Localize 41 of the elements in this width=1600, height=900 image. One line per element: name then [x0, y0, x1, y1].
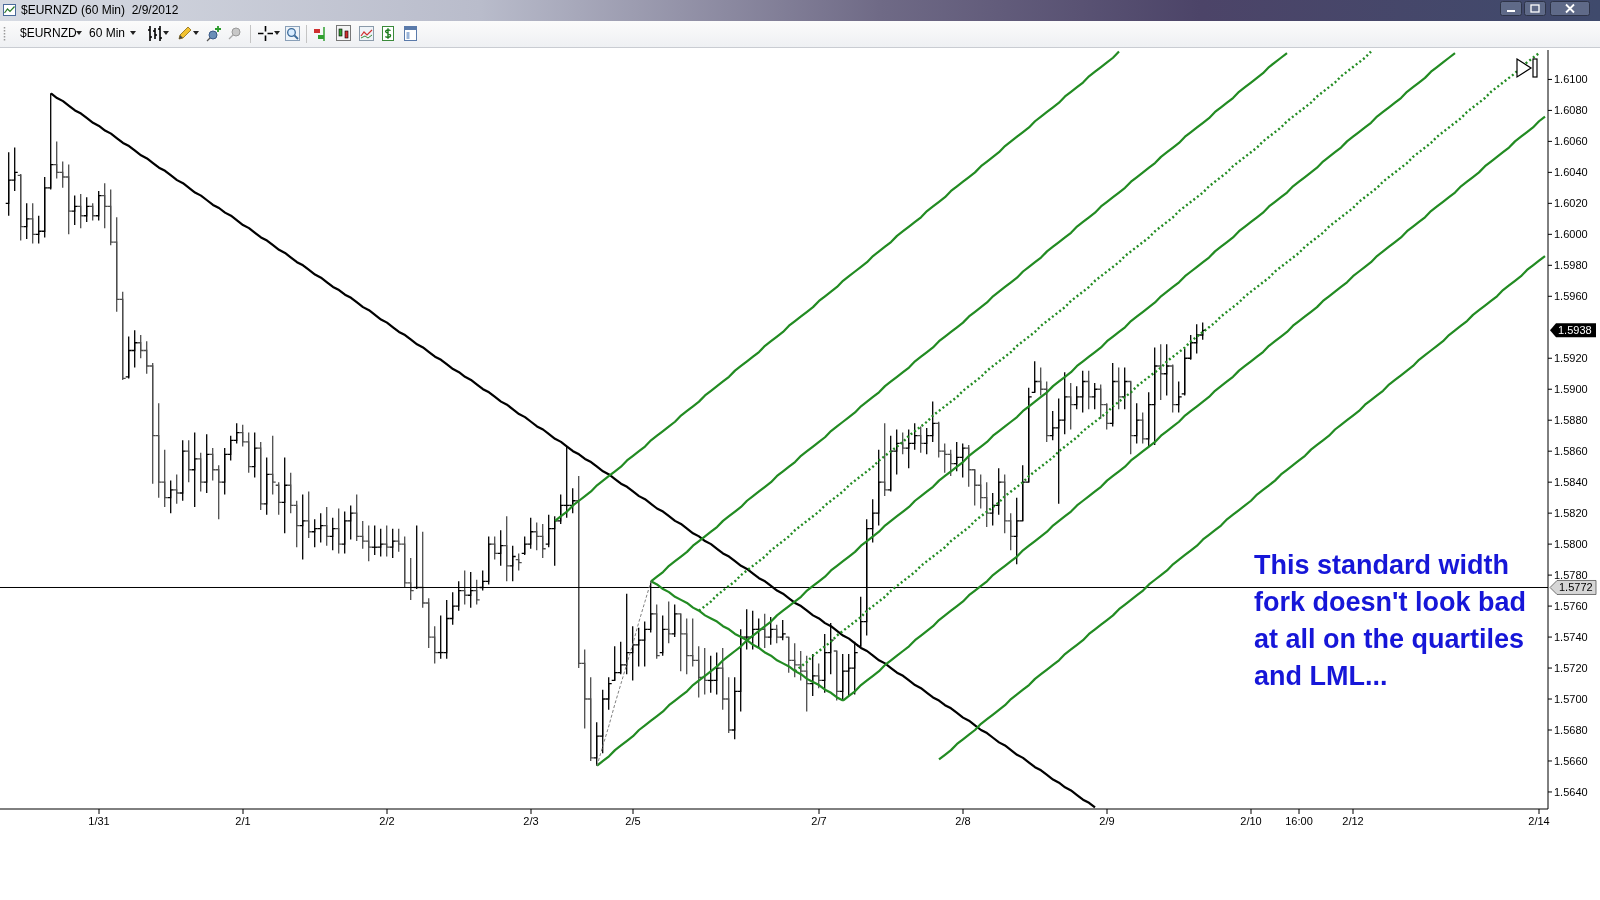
y-tick-label: 1.6000	[1554, 228, 1588, 241]
y-tick-label: 1.5860	[1554, 445, 1588, 458]
y-tick-label: 1.5700	[1554, 692, 1588, 705]
y-tick-label: 1.6100	[1554, 73, 1588, 86]
y-tick-label: 1.6060	[1554, 135, 1588, 148]
y-tick-label: 1.5920	[1554, 352, 1588, 365]
y-tick-label: 1.6020	[1554, 197, 1588, 210]
text: 1.5938	[1558, 324, 1592, 337]
x-tick-label: 2/7	[811, 815, 827, 827]
y-tick-label: 1.5640	[1554, 785, 1588, 798]
x-tick-label: 2/8	[955, 815, 971, 827]
x-tick-label: 2/3	[523, 815, 539, 827]
y-tick-label: 1.6040	[1554, 166, 1588, 179]
text: $EURNZD	[20, 26, 77, 41]
y-tick-label: 1.5960	[1554, 290, 1588, 303]
chart-title: $EURNZD (60 Min) 2/9/2012	[21, 3, 179, 17]
y-tick-label: 1.5800	[1554, 538, 1588, 551]
y-tick-label: 1.5720	[1554, 661, 1588, 674]
x-tick-label: 16:00	[1285, 815, 1313, 827]
annotation: This standard width fork doesn't look bad at all on the quartiles and LML...	[1254, 549, 1526, 693]
y-tick-label: 1.5780	[1554, 569, 1588, 582]
y-tick-label: 1.5740	[1554, 630, 1588, 643]
x-tick-label: 2/14	[1528, 815, 1550, 827]
y-tick-label: 1.5880	[1554, 414, 1588, 427]
y-tick-label: 1.5680	[1554, 723, 1588, 736]
y-tick-label: 1.6080	[1554, 104, 1588, 117]
x-tick-label: 2/1	[235, 815, 251, 827]
x-tick-label: 1/31	[88, 815, 110, 827]
x-tick-label: 2/10	[1240, 815, 1262, 827]
x-tick-label: 2/2	[379, 815, 395, 827]
x-tick-label: 2/5	[625, 815, 641, 827]
y-tick-label: 1.5900	[1554, 383, 1588, 396]
y-tick-label: 1.5820	[1554, 507, 1588, 520]
y-tick-label: 1.5660	[1554, 754, 1588, 767]
x-tick-label: 2/12	[1342, 815, 1364, 827]
ref-line-label: 1.5772	[1559, 581, 1593, 594]
text: 60 Min	[89, 26, 126, 41]
y-tick-label: 1.5980	[1554, 259, 1588, 272]
y-tick-label: 1.5760	[1554, 599, 1588, 612]
y-tick-label: 1.5840	[1554, 476, 1588, 489]
x-tick-label: 2/9	[1099, 815, 1115, 827]
